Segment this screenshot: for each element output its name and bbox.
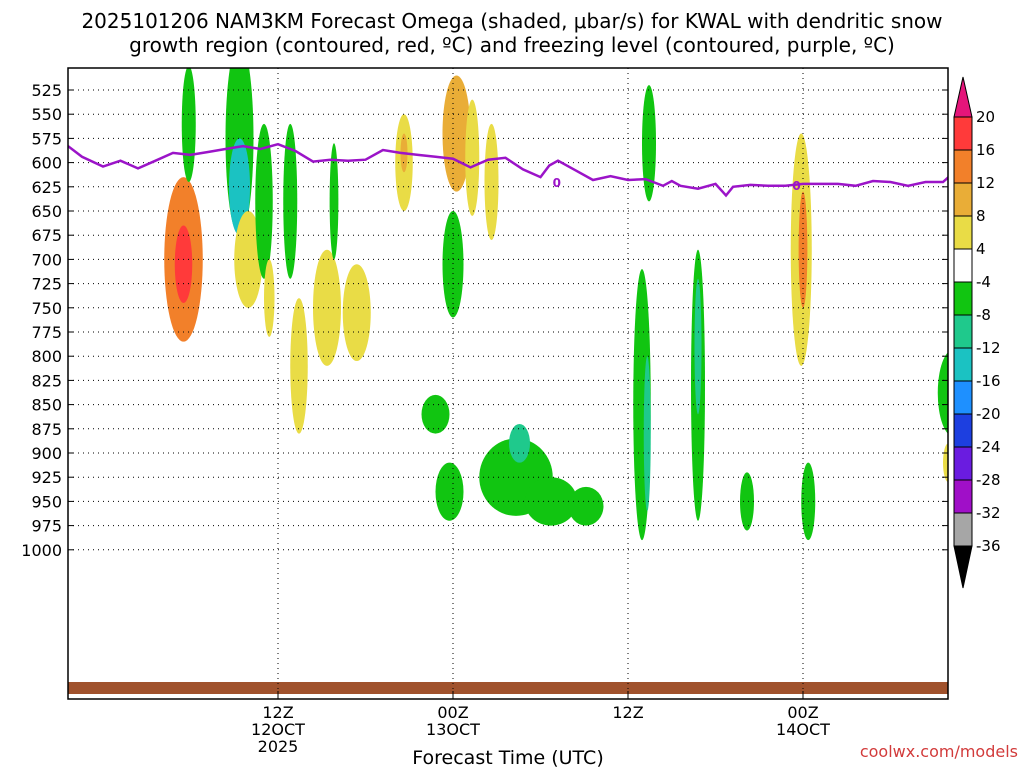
colorbar-label: 20 [976, 108, 995, 126]
y-tick-label: 875 [31, 420, 62, 439]
colorbar-label: 16 [976, 141, 995, 159]
y-tick-label: 850 [31, 396, 62, 415]
y-tick-label: 525 [31, 81, 62, 100]
omega-blob [509, 423, 530, 463]
x-tick-label: 14OCT [776, 720, 830, 739]
omega-blob [465, 99, 480, 216]
colorbar-segment [953, 281, 973, 316]
credit-text: coolwx.com/models [860, 742, 1018, 761]
omega-blob [994, 255, 1001, 303]
chart-title-line2: growth region (contoured, red, ºC) and f… [129, 33, 895, 57]
omega-blob [329, 143, 339, 260]
y-tick-label: 750 [31, 299, 62, 318]
colorbar-segment [953, 347, 973, 382]
x-tick-label: 00Z [787, 703, 818, 722]
omega-blob [568, 486, 604, 526]
omega-blob [643, 356, 651, 512]
y-tick-label: 700 [31, 250, 62, 269]
omega-blob [937, 352, 948, 434]
colorbar-segment [953, 380, 973, 415]
x-tick-label: 00Z [437, 703, 468, 722]
freezing-level-label: 0 [792, 179, 800, 193]
chart-title-line1: 2025101206 NAM3KM Forecast Omega (shaded… [81, 9, 942, 33]
omega-blob [313, 249, 341, 366]
colorbar-label: -12 [976, 339, 1001, 357]
surface-ground [68, 682, 948, 694]
y-tick-label: 800 [31, 347, 62, 366]
colorbar-segment [953, 215, 973, 250]
freezing-level-line [68, 142, 948, 198]
x-tick-label: 12Z [262, 703, 293, 722]
y-tick-label: 950 [31, 492, 62, 511]
colorbar-bottom-arrow [953, 545, 973, 589]
colorbar: 20 16 12 8 4 -4 -8 -12 -16 -20 -24 -28 -32 -36 [953, 76, 1001, 589]
y-tick-label: 650 [31, 202, 62, 221]
x-axis-title: Forecast Time (UTC) [412, 747, 603, 768]
omega-blob [229, 138, 250, 236]
colorbar-label: -36 [976, 537, 1001, 555]
colorbar-label: 12 [976, 174, 995, 192]
omega-blob [435, 462, 464, 521]
colorbar-label: 8 [976, 207, 986, 225]
y-tick-label: 675 [31, 226, 62, 245]
plot-frame [67, 67, 949, 700]
omega-blob [264, 259, 275, 337]
y-tick-label: 625 [31, 178, 62, 197]
omega-blob [442, 210, 464, 318]
colorbar-segment [953, 182, 973, 217]
omega-blob [421, 394, 450, 434]
colorbar-segment [953, 248, 973, 283]
omega-blob [290, 298, 308, 434]
colorbar-label: -24 [976, 438, 1001, 456]
colorbar-segment [953, 512, 973, 547]
colorbar-label: -28 [976, 471, 1001, 489]
x-tick-label: 2025 [258, 737, 299, 756]
x-tick-label: 12Z [612, 703, 643, 722]
y-tick-label: 1000 [21, 541, 62, 560]
plot-area: 0 052555057560062565067570072575077580082… [21, 56, 1024, 756]
colorbar-label: -8 [976, 306, 991, 324]
colorbar-segment [953, 479, 973, 514]
y-tick-label: 550 [31, 105, 62, 124]
omega-blob [642, 85, 656, 202]
colorbar-segment [953, 314, 973, 349]
freezing-level-label: 0 [553, 176, 561, 190]
x-tick-label: 13OCT [426, 720, 480, 739]
y-tick-label: 925 [31, 468, 62, 487]
colorbar-segment [953, 446, 973, 481]
omega-blob [694, 278, 702, 415]
colorbar-label: -20 [976, 405, 1001, 423]
omega-blob [174, 225, 193, 303]
colorbar-segment [953, 149, 973, 184]
y-tick-label: 825 [31, 371, 62, 390]
y-tick-label: 975 [31, 517, 62, 536]
omega-blob [524, 477, 578, 526]
x-tick-label: 12OCT [251, 720, 305, 739]
y-tick-label: 775 [31, 323, 62, 342]
colorbar-top-arrow [953, 76, 973, 118]
y-tick-label: 725 [31, 275, 62, 294]
omega-blob [798, 191, 808, 308]
y-tick-label: 900 [31, 444, 62, 463]
y-tick-label: 600 [31, 154, 62, 173]
colorbar-segment [953, 116, 973, 151]
colorbar-label: -32 [976, 504, 1001, 522]
omega-blob [1006, 56, 1024, 192]
omega-blob [181, 68, 196, 182]
colorbar-label: -4 [976, 273, 991, 291]
y-tick-label: 575 [31, 129, 62, 148]
colorbar-segment [953, 413, 973, 448]
colorbar-label: 4 [976, 240, 986, 258]
colorbar-label: -16 [976, 372, 1001, 390]
omega-blob [484, 123, 499, 241]
omega-blob [740, 472, 754, 531]
omega-blob [342, 264, 371, 362]
